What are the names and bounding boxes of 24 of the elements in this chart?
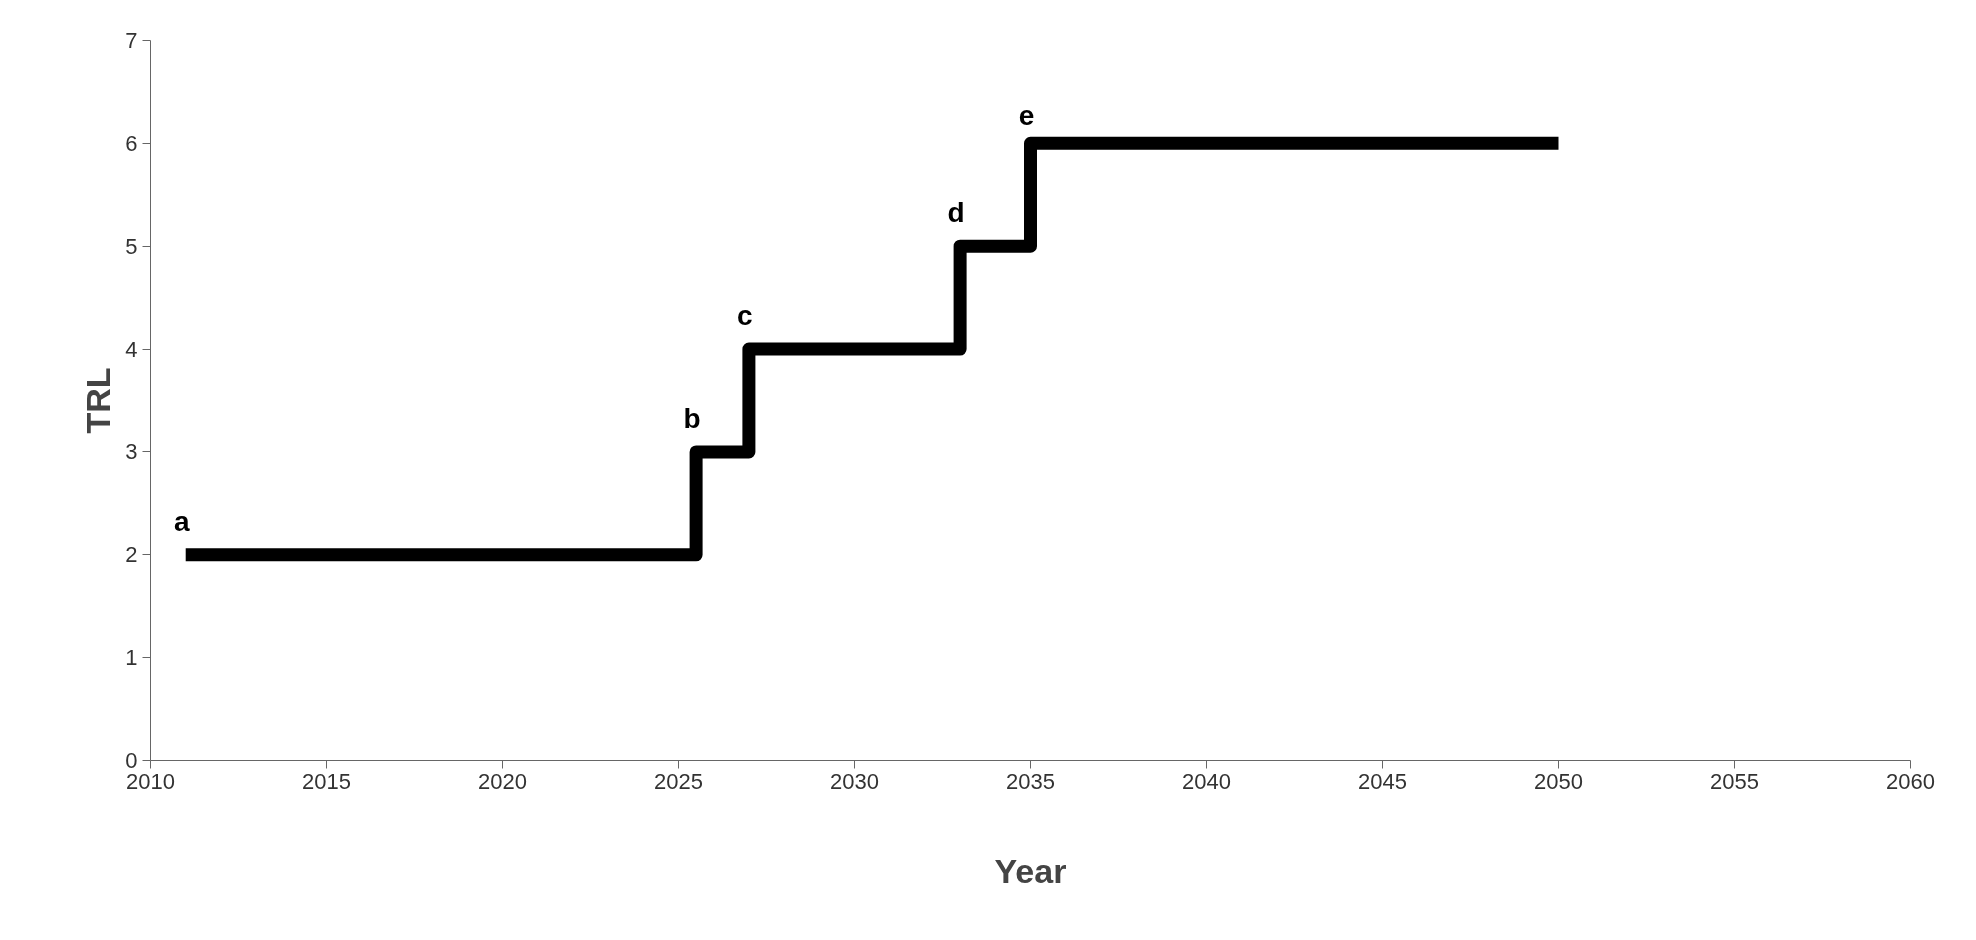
annotation: c: [737, 300, 753, 332]
x-tick-label: 2060: [1886, 768, 1935, 794]
x-tick-label: 2050: [1534, 768, 1583, 794]
x-tick-label: 2020: [478, 768, 527, 794]
x-tick-label: 2025: [654, 768, 703, 794]
x-tick-label: 2045: [1358, 768, 1407, 794]
y-tick-label: 3: [125, 439, 138, 465]
y-axis-title: TRL: [79, 367, 118, 434]
x-tick-label: 2015: [302, 768, 351, 794]
y-tick-label: 6: [125, 130, 138, 156]
x-axis-title: Year: [994, 851, 1067, 890]
x-tick-label: 2055: [1710, 768, 1759, 794]
x-tick-label: 2035: [1006, 768, 1055, 794]
y-tick-label: 4: [125, 336, 138, 362]
annotation: d: [947, 197, 965, 229]
annotation: b: [683, 402, 701, 434]
x-tick-label: 2040: [1182, 768, 1231, 794]
annotation: e: [1018, 100, 1035, 132]
y-tick-label: 7: [125, 28, 138, 53]
y-tick-label: 5: [125, 233, 138, 259]
y-tick-label: 2: [125, 542, 138, 568]
annotation: a: [173, 505, 190, 537]
x-tick-label: 2030: [830, 768, 879, 794]
y-tick-label: 1: [125, 645, 138, 671]
